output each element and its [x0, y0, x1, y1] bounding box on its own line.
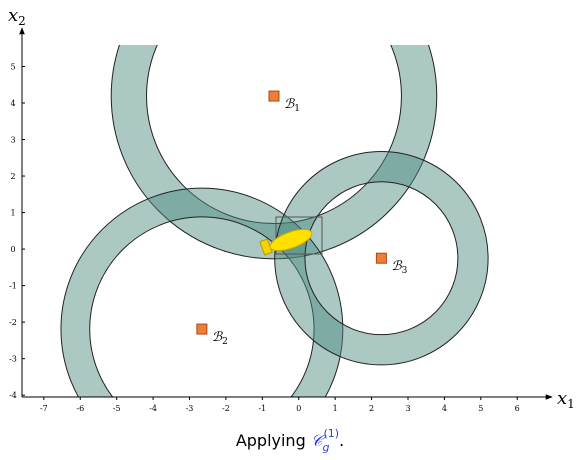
- caption-sup: (1): [323, 427, 339, 440]
- x-tick-label: 1: [333, 404, 338, 413]
- beacon: [269, 91, 279, 101]
- y-tick-label: 0: [10, 245, 15, 254]
- x-tick-label: -1: [258, 404, 266, 413]
- beacon-label: ℬ2: [212, 330, 228, 347]
- y-tick-label: -2: [9, 318, 17, 327]
- ring-layer: [61, 0, 488, 460]
- x-tick-label: 4: [442, 404, 447, 413]
- x-tick-label: 3: [405, 404, 410, 413]
- beacon-label: ℬ3: [391, 259, 407, 276]
- y-tick-label: 4: [10, 99, 15, 108]
- x-label-sub: 1: [567, 397, 575, 411]
- x-tick-label: 5: [478, 404, 483, 413]
- x-tick-label: -7: [40, 404, 48, 413]
- beacon: [197, 324, 207, 334]
- y-tick-label: 3: [10, 136, 15, 145]
- caption-sub: g: [323, 441, 330, 454]
- caption: Applying 𝒞g(1).: [236, 427, 344, 454]
- x-tick-label: 6: [515, 404, 520, 413]
- beacon-sub: 2: [222, 337, 228, 347]
- y-label-sub: 2: [18, 14, 26, 28]
- y-axis-label: x2: [8, 5, 26, 28]
- x-tick-label: -2: [222, 404, 230, 413]
- x-tick-label: 2: [369, 404, 374, 413]
- beacon-sub: 3: [402, 266, 408, 276]
- x-tick-label: -3: [186, 404, 194, 413]
- y-tick-label: -4: [9, 391, 17, 400]
- x-tick-label: 0: [296, 404, 301, 413]
- x-tick-label: -5: [113, 404, 121, 413]
- x-tick-label: -4: [149, 404, 157, 413]
- beacon: [376, 253, 386, 263]
- x-axis-label: x1: [557, 388, 575, 411]
- caption-text: Applying: [236, 431, 306, 450]
- beacon-sub: 1: [294, 104, 300, 114]
- caption-end: .: [339, 431, 344, 450]
- y-tick-label: -1: [9, 282, 17, 291]
- beacon-label: ℬ1: [284, 97, 300, 114]
- figure: x1 x2 Applying 𝒞g(1). -7-6-5-4-3-2-10123…: [0, 0, 581, 460]
- x-tick-label: -6: [76, 404, 84, 413]
- y-tick-label: 1: [10, 209, 15, 218]
- x-label-symbol: x: [557, 388, 567, 409]
- y-tick-label: -3: [9, 355, 17, 364]
- y-label-symbol: x: [8, 5, 18, 26]
- y-tick-label: 5: [10, 62, 15, 71]
- y-tick-label: 2: [10, 172, 15, 181]
